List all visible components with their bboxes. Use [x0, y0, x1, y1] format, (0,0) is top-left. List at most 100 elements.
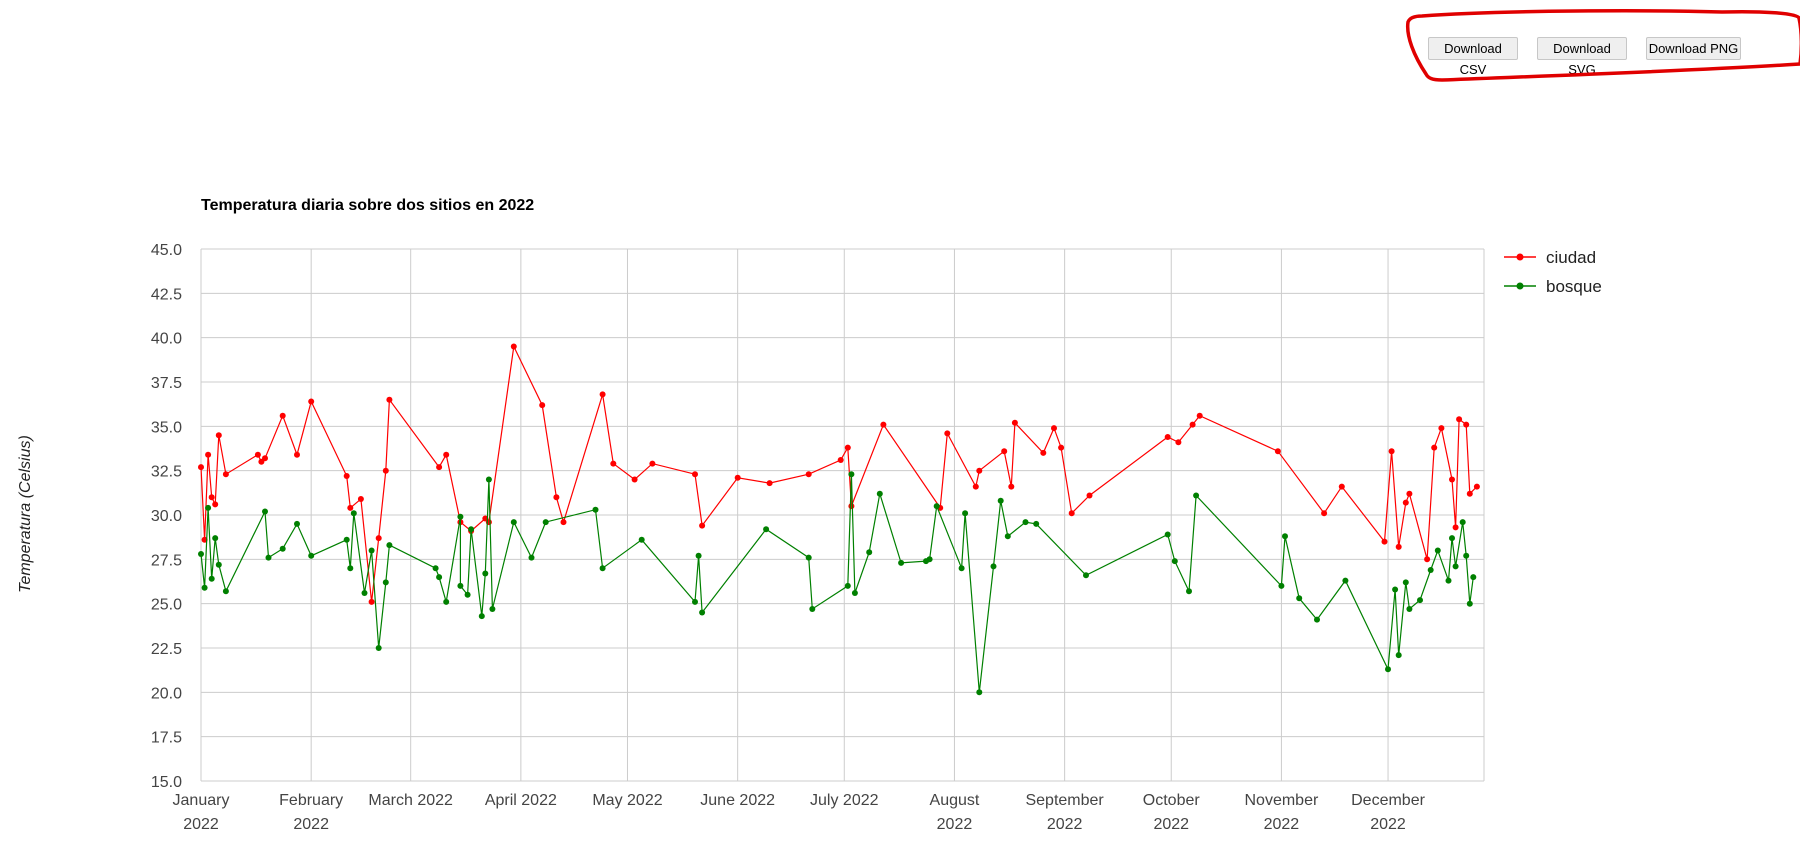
- legend: ciudad bosque: [1504, 248, 1602, 296]
- y-tick-label: 40.0: [151, 331, 182, 348]
- data-point-bosque: [205, 504, 212, 511]
- data-point-ciudad: [1068, 510, 1075, 517]
- data-point-ciudad: [1463, 421, 1470, 428]
- data-point-ciudad: [436, 464, 443, 471]
- data-point-bosque: [1342, 577, 1349, 584]
- y-tick-label: 22.5: [151, 641, 182, 658]
- download-png-button[interactable]: Download PNG: [1646, 37, 1741, 60]
- legend-item-bosque: bosque: [1504, 277, 1602, 296]
- data-point-bosque: [294, 520, 300, 527]
- legend-item-ciudad: ciudad: [1504, 248, 1596, 267]
- y-tick-label: 37.5: [151, 375, 182, 392]
- data-point-ciudad: [1051, 425, 1057, 432]
- data-point-bosque: [201, 584, 208, 591]
- data-point-bosque: [990, 563, 997, 570]
- data-point-ciudad: [368, 598, 375, 605]
- data-point-bosque: [599, 565, 606, 572]
- data-point-bosque: [592, 506, 599, 513]
- data-point-ciudad: [1456, 416, 1463, 423]
- data-point-bosque: [347, 565, 354, 572]
- data-point-bosque: [262, 508, 268, 515]
- data-point-bosque: [198, 551, 204, 557]
- data-point-bosque: [279, 545, 286, 552]
- y-tick-label: 30.0: [151, 508, 182, 525]
- x-tick-label-year: 2022: [1047, 816, 1083, 833]
- data-point-ciudad: [1473, 483, 1480, 490]
- data-point-ciudad: [1189, 421, 1196, 428]
- legend-label: ciudad: [1546, 248, 1596, 267]
- x-tick-label-year: 2022: [1264, 816, 1300, 833]
- x-tick-label: August: [930, 792, 980, 809]
- data-point-bosque: [1470, 574, 1477, 581]
- data-point-bosque: [866, 549, 873, 556]
- data-point-ciudad: [734, 474, 741, 481]
- data-point-ciudad: [539, 402, 546, 409]
- data-point-bosque: [215, 561, 222, 568]
- data-point-bosque: [432, 565, 439, 572]
- data-point-bosque: [1445, 577, 1452, 584]
- data-point-ciudad: [510, 343, 517, 350]
- data-point-bosque: [638, 536, 645, 543]
- data-point-bosque: [851, 590, 858, 596]
- data-point-bosque: [436, 574, 443, 581]
- data-point-bosque: [848, 471, 855, 478]
- data-point-ciudad: [560, 519, 567, 526]
- y-tick-label: 32.5: [151, 464, 182, 481]
- data-point-bosque: [464, 591, 471, 598]
- data-point-ciudad: [1431, 444, 1438, 451]
- x-tick-label: April 2022: [485, 792, 557, 809]
- data-point-bosque: [876, 490, 883, 497]
- data-point-ciudad: [1402, 499, 1409, 506]
- data-point-ciudad: [343, 473, 350, 479]
- data-point-bosque: [1004, 533, 1011, 540]
- data-point-bosque: [382, 579, 389, 586]
- x-tick-label-year: 2022: [1370, 816, 1406, 833]
- data-point-bosque: [1402, 579, 1409, 586]
- data-point-ciudad: [599, 391, 606, 398]
- data-point-ciudad: [347, 504, 354, 511]
- data-point-bosque: [343, 536, 350, 543]
- data-point-bosque: [1282, 533, 1288, 540]
- data-point-ciudad: [1395, 543, 1402, 550]
- data-point-bosque: [265, 554, 272, 561]
- data-point-bosque: [695, 552, 702, 559]
- x-tick-label-year: 2022: [293, 816, 329, 833]
- data-point-ciudad: [222, 471, 229, 478]
- data-point-bosque: [1186, 588, 1192, 595]
- data-point-ciudad: [205, 451, 212, 458]
- y-tick-label: 35.0: [151, 419, 182, 436]
- y-tick-label: 17.5: [151, 730, 182, 747]
- data-point-bosque: [375, 645, 382, 651]
- data-point-bosque: [692, 598, 698, 605]
- data-point-ciudad: [375, 535, 382, 542]
- data-point-ciudad: [692, 471, 698, 478]
- y-tick-label: 45.0: [151, 242, 182, 259]
- data-point-bosque: [1395, 652, 1402, 659]
- legend-swatch-marker: [1516, 253, 1524, 261]
- chart-container: Temperatura diaria sobre dos sitios en 2…: [0, 180, 1800, 868]
- data-point-ciudad: [699, 522, 706, 529]
- download-csv-button[interactable]: Download CSV: [1428, 37, 1518, 77]
- data-point-ciudad: [1381, 538, 1388, 545]
- legend-swatch-marker: [1516, 282, 1524, 290]
- x-tick-label: December: [1351, 792, 1425, 809]
- data-point-ciudad: [254, 451, 261, 458]
- data-point-bosque: [805, 554, 812, 561]
- data-point-bosque: [1459, 519, 1466, 526]
- x-tick-label: November: [1245, 792, 1319, 809]
- axes: 15.0 17.5 20.0 22.5 25.0 27.5 30.0 32.5 35.0 37.5…: [151, 242, 1426, 833]
- data-point-ciudad: [308, 398, 315, 405]
- data-point-bosque: [962, 510, 969, 517]
- data-point-ciudad: [944, 430, 951, 437]
- data-point-bosque: [485, 476, 492, 483]
- data-point-bosque: [208, 575, 215, 582]
- download-svg-button[interactable]: Download SVG: [1537, 37, 1627, 77]
- chart-title: Temperatura diaria sobre dos sitios en 2…: [201, 197, 534, 214]
- data-point-ciudad: [1008, 483, 1015, 490]
- data-point-ciudad: [976, 467, 983, 474]
- data-point-ciudad: [215, 432, 222, 439]
- data-point-bosque: [489, 606, 496, 612]
- data-point-bosque: [1427, 567, 1434, 573]
- y-tick-label: 27.5: [151, 552, 182, 569]
- series-layer: [198, 343, 1480, 696]
